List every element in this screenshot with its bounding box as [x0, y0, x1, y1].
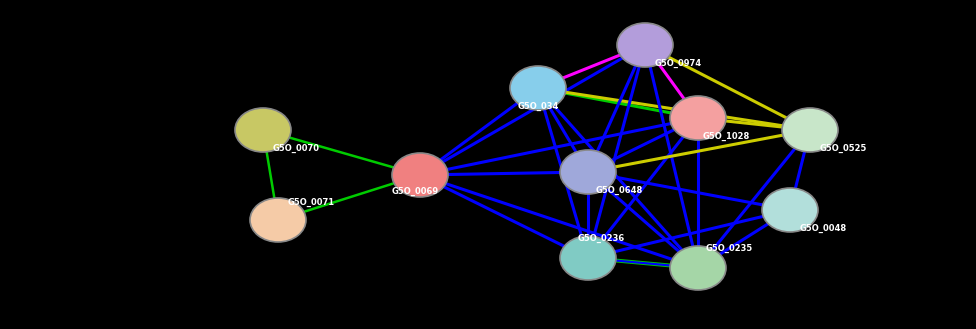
Ellipse shape: [762, 188, 818, 232]
Ellipse shape: [392, 153, 448, 197]
Text: G5O_1028: G5O_1028: [703, 131, 751, 140]
Text: G5O_0048: G5O_0048: [800, 223, 847, 233]
Text: G5O_0974: G5O_0974: [655, 59, 702, 67]
Text: G5O_0071: G5O_0071: [288, 197, 335, 207]
Text: G5O_0235: G5O_0235: [706, 243, 753, 253]
Ellipse shape: [560, 150, 616, 194]
Text: G5O_034: G5O_034: [518, 101, 559, 111]
Text: G5O_0525: G5O_0525: [820, 143, 868, 153]
Text: G5O_0069: G5O_0069: [392, 187, 439, 195]
Ellipse shape: [560, 236, 616, 280]
Text: G5O_0236: G5O_0236: [578, 234, 626, 242]
Ellipse shape: [510, 66, 566, 110]
Ellipse shape: [670, 96, 726, 140]
Ellipse shape: [782, 108, 838, 152]
Ellipse shape: [617, 23, 673, 67]
Ellipse shape: [670, 246, 726, 290]
Ellipse shape: [235, 108, 291, 152]
Text: G5O_0070: G5O_0070: [273, 143, 320, 153]
Ellipse shape: [250, 198, 306, 242]
Text: G5O_0648: G5O_0648: [596, 186, 643, 194]
